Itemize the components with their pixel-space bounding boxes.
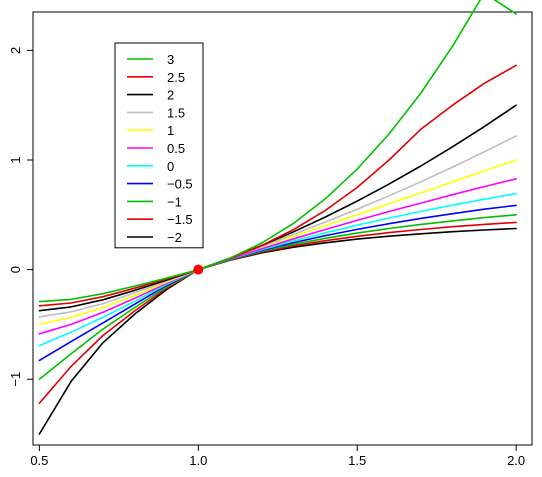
legend-label: 0 bbox=[167, 159, 174, 174]
legend-label: 3 bbox=[167, 52, 174, 67]
series-line bbox=[38, 178, 517, 335]
y-tick-label: −1 bbox=[8, 372, 23, 387]
x-axis: 0.5 1.0 1.5 2.0 bbox=[30, 445, 525, 468]
x-tick-label: 0.5 bbox=[30, 453, 48, 468]
points-layer bbox=[193, 264, 204, 275]
x-tick-label: 1.5 bbox=[348, 453, 366, 468]
legend-label: 1.5 bbox=[167, 105, 185, 120]
series-layer bbox=[38, 0, 517, 435]
series-line bbox=[38, 214, 517, 381]
series-line bbox=[38, 0, 517, 303]
series-line bbox=[38, 204, 517, 362]
x-tick-label: 2.0 bbox=[507, 453, 525, 468]
legend-label: 0.5 bbox=[167, 141, 185, 156]
x-tick-label: 1.0 bbox=[189, 453, 207, 468]
y-tick-label: 0 bbox=[8, 266, 23, 273]
y-tick-label: 2 bbox=[8, 47, 23, 54]
highlight-point bbox=[193, 264, 204, 275]
series-line bbox=[38, 104, 517, 312]
series-line bbox=[38, 227, 517, 435]
series-line bbox=[38, 64, 517, 307]
plot-frame bbox=[32, 11, 533, 446]
y-tick-label: 1 bbox=[8, 156, 23, 163]
series-line bbox=[38, 159, 517, 326]
legend-label: −0.5 bbox=[167, 177, 193, 192]
series-line bbox=[38, 221, 517, 405]
legend-label: 2 bbox=[167, 88, 174, 103]
series-line bbox=[38, 192, 517, 347]
legend-label: −1.5 bbox=[167, 212, 193, 227]
legend-label: 2.5 bbox=[167, 70, 185, 85]
y-axis: −1 0 1 2 bbox=[8, 47, 33, 387]
legend-label: −2 bbox=[167, 230, 182, 245]
legend-label: 1 bbox=[167, 123, 174, 138]
series-line bbox=[38, 135, 517, 318]
legend-label: −1 bbox=[167, 194, 182, 209]
legend: 3 2.5 2 1.5 1 0.5 0 −0.5 −1 −1.5 −2 bbox=[114, 42, 204, 249]
